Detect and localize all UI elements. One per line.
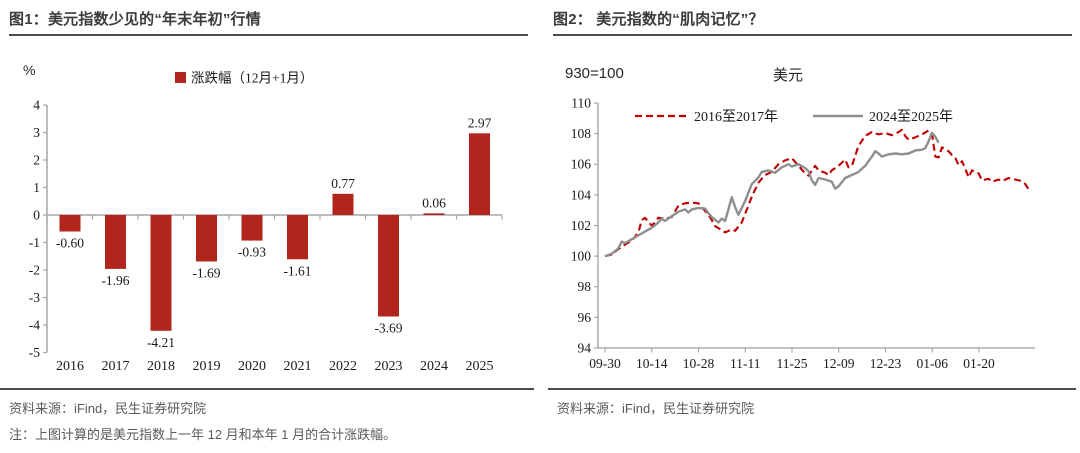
bar-label-2023: -3.69 (374, 320, 402, 335)
svg-text:94: 94 (578, 340, 592, 355)
figure2-title: 图2： 美元指数的“肌肉记忆”？ (553, 8, 1072, 36)
bar-label-2024: 0.06 (422, 195, 446, 210)
svg-text:-2: -2 (29, 263, 40, 278)
x-label-2021: 2021 (284, 359, 312, 374)
chart-title: 美元 (773, 67, 803, 84)
bar-2025 (469, 133, 490, 215)
x-label-12-09: 12-09 (823, 356, 855, 371)
legend-swatch (175, 72, 186, 83)
figure2-footer: 资料来源：iFind，民生证券研究院 (548, 388, 1076, 417)
svg-text:2: 2 (33, 153, 40, 168)
svg-text:110: 110 (571, 96, 591, 111)
figure1-footer: 资料来源：iFind，民生证券研究院 注：上图计算的是美元指数上一年 12 月和… (0, 388, 534, 443)
figure1-bar-chart: % 涨跌幅（12月+1月） 4 3 2 1 0 -1 -2 -3 -4 -5 -0.60 2016 -1.9… (23, 62, 503, 374)
legend-label-2016: 2016至2017年 (694, 109, 778, 125)
bar-2017 (105, 215, 126, 269)
bar-label-2016: -0.60 (56, 236, 84, 251)
figure1-panel: 图1：美元指数少见的“年末年初”行情 % 涨跌幅（12月+1月） 4 3 2 1 0 -1 -2… (0, 8, 534, 443)
figure1-title: 图1：美元指数少见的“年末年初”行情 (9, 8, 528, 36)
x-label-11-25: 11-25 (777, 356, 808, 371)
svg-text:-4: -4 (29, 318, 40, 333)
bar-series (59, 133, 490, 331)
x-label-12-23: 12-23 (870, 356, 902, 371)
bar-2016 (59, 215, 81, 232)
bar-label-2022: 0.77 (331, 176, 355, 191)
svg-text:4: 4 (33, 98, 40, 113)
bar-2024 (423, 213, 445, 215)
bar-2018 (150, 215, 172, 331)
x-label-2017: 2017 (102, 359, 130, 374)
x-label-2025: 2025 (466, 359, 494, 374)
x-label-10-14: 10-14 (636, 356, 668, 371)
x-label-09-30: 09-30 (589, 356, 621, 371)
series-2016至2017年 (604, 128, 1030, 258)
svg-text:100: 100 (571, 249, 592, 264)
x-label-2023: 2023 (375, 359, 403, 374)
svg-text:108: 108 (571, 126, 592, 141)
svg-text:0: 0 (33, 208, 40, 223)
svg-text:104: 104 (571, 187, 592, 202)
bar-2022 (332, 193, 354, 215)
bar-2021 (287, 215, 308, 260)
x-label-2016: 2016 (56, 359, 84, 374)
y-unit-label: % (23, 62, 35, 78)
bar-2019 (196, 215, 217, 262)
x-label-11-11: 11-11 (730, 356, 761, 371)
svg-text:106: 106 (571, 157, 592, 172)
legend-label-2024: 2024至2025年 (869, 109, 953, 125)
x-label-2019: 2019 (193, 359, 221, 374)
x-label-01-20: 01-20 (963, 356, 995, 371)
bar-label-2019: -1.69 (192, 265, 220, 280)
svg-text:98: 98 (578, 279, 592, 294)
svg-text:102: 102 (571, 218, 591, 233)
series-2024至2025年 (604, 131, 940, 258)
bar-label-2025: 2.97 (468, 115, 492, 130)
figure2-panel: 图2： 美元指数的“肌肉记忆”？ 930=100 美元 2016至2017年 2024… (540, 0, 1080, 453)
svg-text:3: 3 (33, 125, 40, 140)
bar-label-2018: -4.21 (147, 335, 175, 350)
bar-2023 (378, 215, 399, 317)
index-base-label: 930=100 (565, 65, 624, 82)
x-label-2024: 2024 (420, 359, 448, 374)
svg-text:-1: -1 (29, 235, 40, 250)
legend-label: 涨跌幅（12月+1月） (191, 71, 313, 86)
bar-label-2017: -1.96 (101, 273, 129, 288)
x-label-01-06: 01-06 (917, 356, 949, 371)
svg-text:1: 1 (33, 180, 40, 195)
bar-label-2020: -0.93 (238, 245, 266, 260)
figure2-source: 资料来源：iFind，民生证券研究院 (557, 401, 755, 416)
svg-text:-3: -3 (29, 290, 40, 305)
x-label-2020: 2020 (238, 359, 266, 374)
bar-label-2021: -1.61 (283, 263, 311, 278)
x-label-2022: 2022 (329, 359, 357, 374)
figure1-note: 注：上图计算的是美元指数上一年 12 月和本年 1 月的合计涨跌幅。 (9, 427, 397, 442)
svg-text:-5: -5 (29, 345, 40, 360)
figure1-source: 资料来源：iFind，民生证券研究院 (9, 401, 207, 416)
figure2-line-chart: 930=100 美元 2016至2017年 2024至2025年 110 108 106 10… (565, 65, 1035, 371)
x-label-10-28: 10-28 (683, 356, 715, 371)
svg-text:96: 96 (578, 310, 592, 325)
bar-2020 (241, 215, 263, 241)
x-label-2018: 2018 (147, 359, 175, 374)
